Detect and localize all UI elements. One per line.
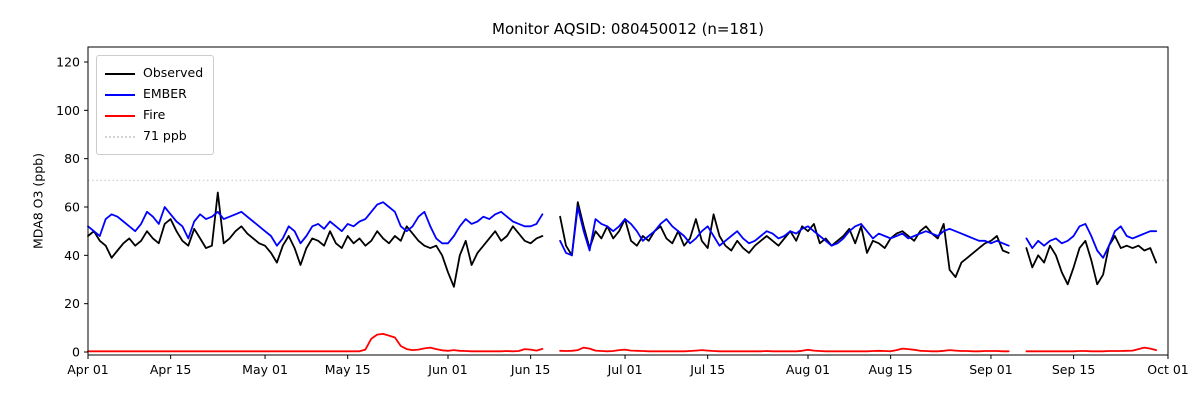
legend-label: Fire: [143, 107, 166, 123]
legend-item-threshold: 71 ppb: [105, 126, 203, 147]
legend-item-observed: Observed: [105, 63, 203, 84]
y-tick-label: 40: [64, 248, 80, 263]
x-tick-label: Sep 15: [1052, 362, 1095, 377]
fire-line-sample: [105, 114, 135, 117]
x-tick-label: Jun 01: [427, 362, 467, 377]
ember-line-sample: [105, 93, 135, 96]
observed-line-sample: [105, 72, 135, 75]
x-tick-label: Sep 01: [969, 362, 1012, 377]
x-tick-label: May 01: [242, 362, 288, 377]
x-tick-label: Aug 15: [868, 362, 912, 377]
legend-label: 71 ppb: [143, 128, 187, 144]
observed-line: [87, 191, 1158, 288]
y-tick-label: 20: [64, 296, 80, 311]
y-tick-label: 120: [56, 55, 80, 70]
x-tick-label: Apr 01: [67, 362, 109, 377]
x-tick-label: Jul 15: [689, 362, 725, 377]
plot-border: [87, 46, 1169, 356]
x-tick-label: Aug 01: [786, 362, 830, 377]
y-tick-label: 80: [64, 151, 80, 166]
legend-item-fire: Fire: [105, 105, 203, 126]
y-axis-label: MDA8 O3 (ppb): [30, 153, 46, 249]
y-tick-label: 100: [56, 103, 80, 118]
ember-line: [87, 201, 1158, 259]
x-tick-label: May 15: [325, 362, 371, 377]
x-tick-label: Oct 01: [1147, 362, 1189, 377]
legend-item-ember: EMBER: [105, 84, 203, 105]
threshold-line-sample: [105, 135, 135, 138]
x-tick-label: Apr 15: [150, 362, 192, 377]
legend-label: Observed: [143, 65, 204, 81]
legend-label: EMBER: [143, 86, 187, 102]
chart-title: Monitor AQSID: 080450012 (n=181): [492, 20, 764, 38]
y-tick-label: 0: [72, 345, 80, 360]
x-tick-label: Jun 15: [510, 362, 550, 377]
x-tick-label: Jul 01: [607, 362, 643, 377]
fire-line: [87, 333, 1158, 353]
y-tick-label: 60: [64, 200, 80, 215]
legend: Observed EMBER Fire 71 ppb: [96, 55, 215, 155]
